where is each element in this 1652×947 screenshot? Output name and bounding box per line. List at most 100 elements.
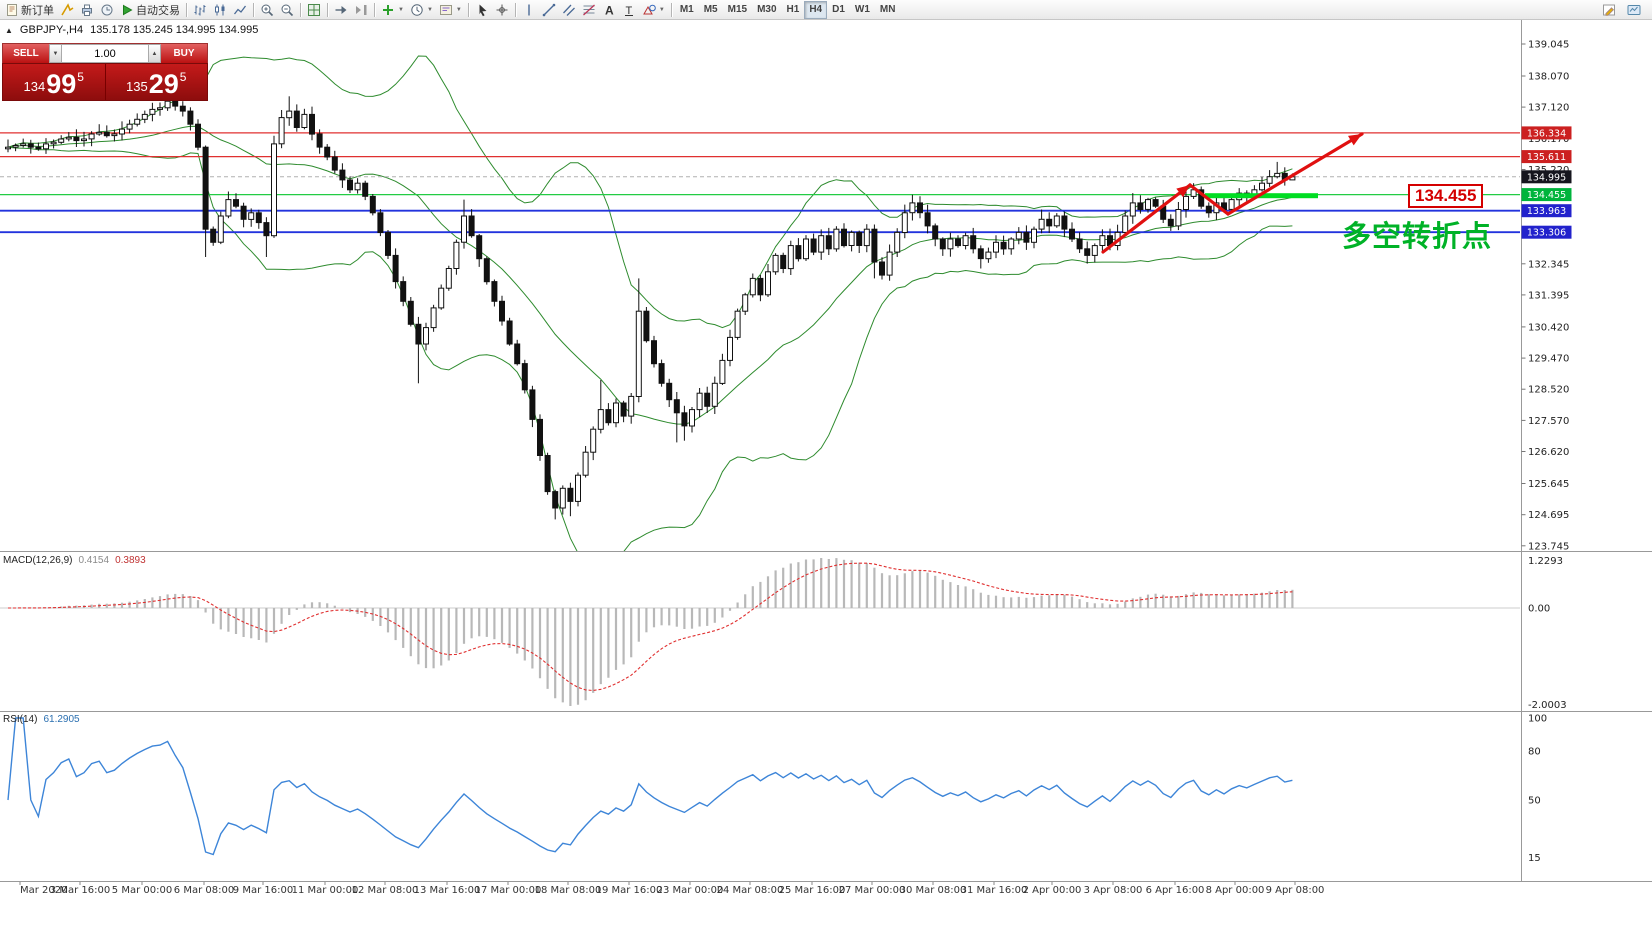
svg-text:50: 50 <box>1528 796 1541 807</box>
svg-text:6 Mar 08:00: 6 Mar 08:00 <box>174 885 234 896</box>
buy-price-pips: 29 <box>148 69 179 100</box>
buy-price[interactable]: 135 29 5 <box>106 64 208 100</box>
vertical-line-tool-button[interactable] <box>519 1 539 19</box>
text-tool-icon: A <box>605 3 614 17</box>
symbol-marker-icon: ▲ <box>5 25 13 35</box>
timeframe-m15-button[interactable]: M15 <box>727 4 748 15</box>
one-click-trading-widget: SELL ▼ 1.00 ▲ BUY 134 99 5 135 29 5 <box>2 43 208 101</box>
data-window-button[interactable] <box>97 1 117 19</box>
toolbar-separator <box>467 2 469 17</box>
trendline-tool-icon <box>542 3 556 16</box>
svg-text:131.395: 131.395 <box>1528 290 1569 301</box>
svg-text:135.611: 135.611 <box>1527 152 1566 163</box>
arrows-tool-button[interactable]: ▼ <box>639 1 668 19</box>
new-order-button[interactable]: 新订单 <box>2 1 57 19</box>
toolbar-separator <box>186 2 187 17</box>
templates-menu-button[interactable]: ▼ <box>436 1 465 19</box>
trendline-tool-button[interactable] <box>539 1 559 19</box>
svg-text:15: 15 <box>1528 853 1541 864</box>
svg-text:6 Apr 16:00: 6 Apr 16:00 <box>1146 885 1205 896</box>
timeframe-mn-button[interactable]: MN <box>879 4 896 15</box>
chart-wizard-button[interactable] <box>57 1 77 19</box>
timeframe-w1-button[interactable]: W1 <box>854 4 870 15</box>
indicators-list-button[interactable]: ▼ <box>378 1 407 19</box>
timeframe-m30-button[interactable]: M30 <box>757 4 777 15</box>
timeframe-h4-button[interactable]: H4 <box>804 0 828 19</box>
crosshair-tool-button[interactable] <box>492 1 512 19</box>
timeframe-d1-button[interactable]: D1 <box>832 4 845 15</box>
text-label-tool-button[interactable]: T <box>619 1 639 19</box>
cursor-tool-button[interactable] <box>472 1 492 19</box>
svg-text:134.995: 134.995 <box>1527 172 1566 183</box>
arrows-tool-icon <box>642 4 656 14</box>
timeframes-menu-button[interactable]: ▼ <box>407 1 436 19</box>
main-chart-layer <box>0 55 1520 551</box>
macd-value: 0.4154 <box>78 555 110 566</box>
bars-chart-icon <box>194 4 206 15</box>
notes-icon <box>1603 4 1615 16</box>
svg-text:80: 80 <box>1528 746 1541 757</box>
sell-button[interactable]: SELL <box>3 44 49 63</box>
rsi-indicator-label: RSI(14) 61.2905 <box>3 714 80 725</box>
svg-text:100: 100 <box>1528 714 1547 725</box>
auto-scroll-button[interactable] <box>331 1 351 19</box>
svg-text:27 Mar 00:00: 27 Mar 00:00 <box>839 885 906 896</box>
horizontal-level-lines[interactable] <box>0 132 1520 234</box>
new-chart-icon <box>1627 4 1641 15</box>
fibonacci-tool-button[interactable] <box>579 1 599 19</box>
volume-increase-button[interactable]: ▲ <box>148 44 161 63</box>
line-chart-button[interactable] <box>230 1 250 19</box>
equidistant-channel-tool-icon <box>562 4 575 16</box>
macd-signal-line <box>8 562 1293 692</box>
caret-down-icon: ▼ <box>52 50 59 57</box>
timeframe-h1-button[interactable]: H1 <box>786 4 800 15</box>
buy-button[interactable]: BUY <box>161 44 207 63</box>
svg-text:125.645: 125.645 <box>1528 479 1569 490</box>
svg-text:134.455: 134.455 <box>1527 190 1566 201</box>
price-axis-labels: 139.045138.070137.120136.170135.220132.3… <box>1521 40 1569 552</box>
timeframe-m5-button[interactable]: M5 <box>703 4 718 15</box>
toolbar: 新订单 自动交易 ▼ ▼ ▼ A T ▼ M1 M5 M15 M30 H1 H4 D1 W1 MN <box>0 0 1652 20</box>
toolbar-separator <box>327 2 328 17</box>
tile-windows-icon <box>308 3 320 16</box>
price-level-tag: 134.455 <box>1408 184 1484 208</box>
svg-text:139.045: 139.045 <box>1528 40 1569 51</box>
candlestick-chart-button[interactable] <box>210 1 230 19</box>
sell-price[interactable]: 134 99 5 <box>3 64 105 100</box>
text-tool-button[interactable]: A <box>599 1 619 19</box>
symbol-ohlc: 135.178 135.245 134.995 134.995 <box>90 24 259 36</box>
candlesticks <box>5 94 1296 520</box>
svg-text:13 Mar 16:00: 13 Mar 16:00 <box>414 885 481 896</box>
equidistant-channel-tool-button[interactable] <box>559 1 579 19</box>
toolbar-separator <box>514 2 516 17</box>
new-chart-button[interactable] <box>1624 1 1644 19</box>
zoom-in-button[interactable] <box>257 1 277 19</box>
caret-up-icon: ▲ <box>151 50 158 57</box>
notes-button[interactable] <box>1599 1 1619 19</box>
volume-input[interactable]: 1.00 <box>62 44 148 63</box>
svg-text:2 Apr 00:00: 2 Apr 00:00 <box>1023 885 1082 896</box>
sell-price-main: 134 <box>23 79 46 94</box>
timeframe-m1-button[interactable]: M1 <box>679 4 694 15</box>
svg-text:136.334: 136.334 <box>1527 128 1566 139</box>
zoom-out-button[interactable] <box>277 1 297 19</box>
volume-decrease-button[interactable]: ▼ <box>49 44 62 63</box>
auto-trading-button[interactable]: 自动交易 <box>117 1 183 19</box>
svg-text:-2.0003: -2.0003 <box>1528 700 1567 711</box>
symbol-header: ▲ GBPJPY-,H4 135.178 135.245 134.995 134… <box>5 24 258 36</box>
tile-windows-button[interactable] <box>304 1 324 19</box>
svg-text:123.745: 123.745 <box>1528 541 1569 552</box>
svg-text:127.570: 127.570 <box>1528 416 1569 427</box>
svg-text:11 Mar 00:00: 11 Mar 00:00 <box>292 885 359 896</box>
bars-chart-button[interactable] <box>190 1 210 19</box>
buy-price-point: 5 <box>179 70 187 84</box>
profiles-button[interactable] <box>77 1 97 19</box>
chart-shift-button[interactable] <box>351 1 371 19</box>
svg-text:1.2293: 1.2293 <box>1528 556 1563 567</box>
svg-text:12 Mar 08:00: 12 Mar 08:00 <box>352 885 419 896</box>
trend-arrows[interactable] <box>1101 132 1364 254</box>
svg-text:3 Apr 08:00: 3 Apr 08:00 <box>1084 885 1143 896</box>
trade-widget-prices: 134 99 5 135 29 5 <box>2 63 208 101</box>
toolbar-separator <box>374 2 375 17</box>
